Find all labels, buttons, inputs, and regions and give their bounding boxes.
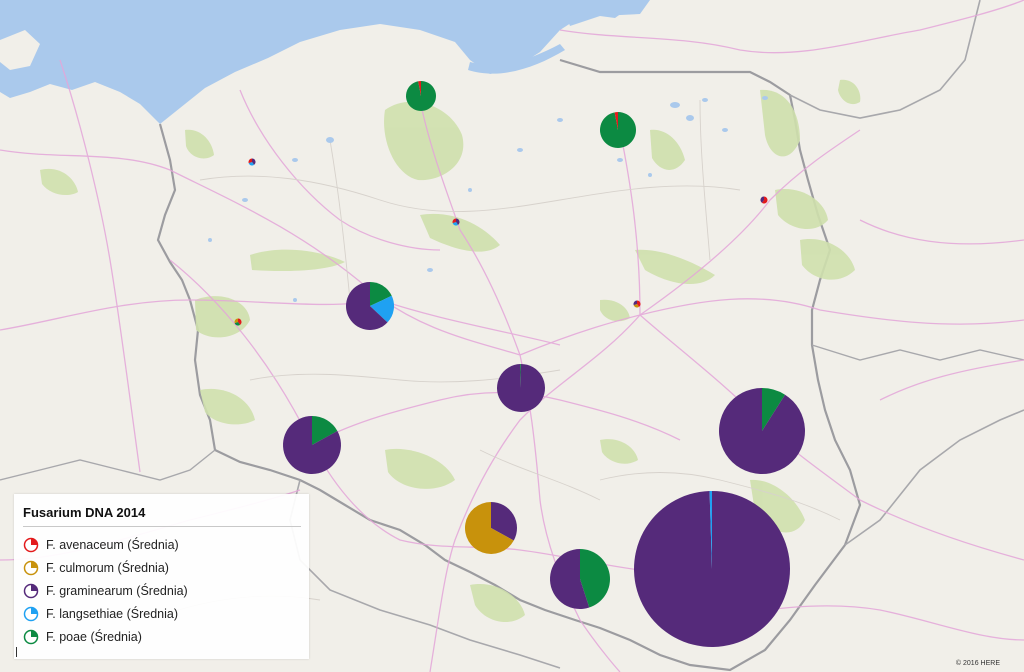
pie-slice-poae [762,388,786,431]
pie-marker-lublin[interactable] [718,388,805,474]
pie-slice-langsethiae [452,222,459,226]
legend-label: F. langsethiae (Średnia) [46,606,179,621]
pie-slice-langsethiae [370,295,395,323]
forest-areas [40,79,861,623]
pie-slice-graminearum [633,300,637,306]
pie-slice-culmorum [633,304,640,308]
pie-slice-avenaceum [761,196,768,204]
legend-divider [23,526,301,527]
danish-coast [0,30,40,70]
pie-marker-olsztyn[interactable] [600,112,637,148]
copyright-notice: © 2016 HERE [955,660,1000,667]
pie-slice-avenaceum [614,112,618,130]
pie-slice-langsethiae [709,491,712,569]
pie-marker-rzeszow[interactable] [634,491,791,647]
pie-slice-poae [370,282,392,306]
map-legend: Fusarium DNA 2014 F. avenaceum (Średnia)… [14,494,309,659]
legend-label: F. culmorum (Średnia) [46,560,169,575]
pie-slice-avenaceum [452,218,456,224]
baltic-sea [0,0,640,124]
pie-marker-bydgoszcz[interactable] [452,218,460,226]
legend-item-poae[interactable]: F. poae (Średnia) [23,625,188,648]
pie-slice-graminearum [456,218,460,225]
legend-item-graminearum[interactable]: F. graminearum (Średnia) [23,579,188,602]
pie-slice-poae [600,112,637,148]
lakes [208,96,768,302]
pie-slice-poae [406,81,437,111]
legend-item-avenaceum[interactable]: F. avenaceum (Średnia) [23,533,188,556]
legend-title: Fusarium DNA 2014 [23,505,146,520]
border-germany-south [0,449,216,481]
vistula-lagoon [468,44,565,74]
pie-swatch-icon [23,606,39,621]
pie-slice-culmorum [234,318,238,324]
border-southeast [844,409,1024,546]
pie-markers [234,81,805,647]
pie-marker-lodz[interactable] [496,364,545,413]
poland-border [156,58,862,672]
pie-marker-gorzow[interactable] [234,318,242,326]
pie-slice-avenaceum [418,81,421,96]
pie-marker-bialystok[interactable] [760,196,768,204]
pie-swatch-icon [23,537,39,552]
pie-swatch-icon [23,583,39,598]
legend-item-langsethiae[interactable]: F. langsethiae (Średnia) [23,602,188,625]
legend-label: F. poae (Średnia) [46,629,142,644]
pie-slice-graminearum [634,491,791,647]
legend-label: F. avenaceum (Średnia) [46,537,179,552]
pie-swatch-icon [23,629,39,644]
pie-slice-graminearum [252,158,256,165]
pie-slice-poae [312,416,338,445]
pie-slice-avenaceum [238,318,242,325]
legend-label: F. graminearum (Średnia) [46,583,188,598]
pie-marker-wroclaw[interactable] [282,416,341,474]
pie-slice-avenaceum [248,158,252,164]
sea-east-part [560,0,650,26]
pie-slice-graminearum [718,388,805,474]
pie-slice-graminearum [496,364,545,413]
pie-slice-culmorum [464,502,514,554]
pie-marker-gdansk-north[interactable] [406,81,437,111]
pie-slice-graminearum [282,416,341,474]
pie-slice-graminearum [491,502,517,541]
legend-items: F. avenaceum (Średnia) F. culmorum (Śred… [23,533,188,648]
pie-marker-krakow[interactable] [549,549,610,609]
pie-marker-poznan[interactable] [346,282,395,330]
pie-slice-graminearum [760,196,764,203]
pie-marker-koszalin[interactable] [248,158,256,166]
pie-marker-warsaw[interactable] [633,300,641,308]
pie-slice-graminearum [549,549,590,609]
text-cursor [16,647,17,657]
pie-slice-poae [580,549,610,608]
pie-swatch-icon [23,560,39,575]
pie-slice-langsethiae [248,162,255,166]
pie-slice-avenaceum [637,300,641,307]
pie-slice-poae [520,364,521,388]
pie-slice-graminearum [346,282,388,330]
border-east-2 [811,344,1024,361]
pie-marker-katowice[interactable] [464,502,517,554]
border-east [789,0,981,119]
legend-item-culmorum[interactable]: F. culmorum (Średnia) [23,556,188,579]
pie-slice-poae [234,322,241,326]
